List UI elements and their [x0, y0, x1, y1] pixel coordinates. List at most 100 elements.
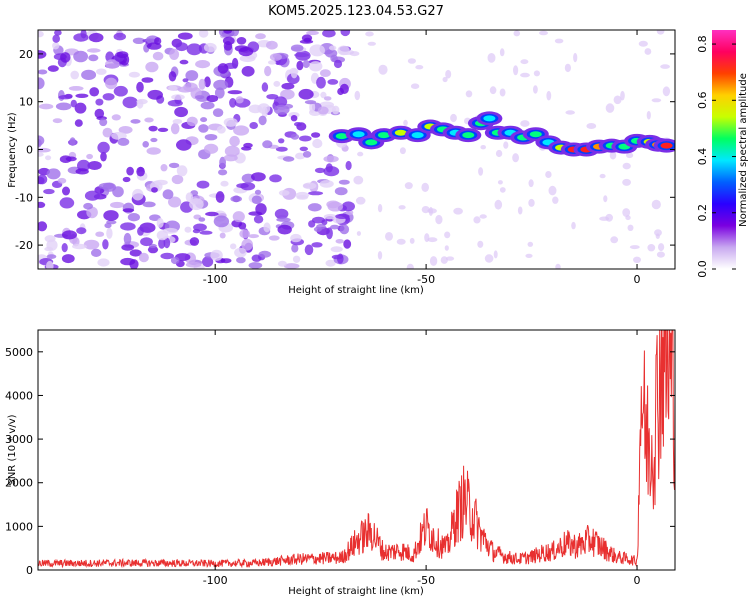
y-tick-label: -10 [15, 191, 33, 204]
noise-blob [337, 45, 350, 56]
noise-blob [98, 182, 115, 190]
noise-blob [465, 90, 473, 98]
noise-blob [341, 201, 355, 212]
noise-blob [43, 188, 55, 195]
noise-blob [316, 223, 326, 230]
noise-blob [564, 63, 572, 73]
noise-blob [150, 137, 158, 143]
noise-blob [396, 238, 406, 245]
noise-blob [527, 241, 534, 247]
noise-blob [248, 262, 263, 269]
noise-blob [206, 95, 219, 103]
noise-blob [316, 76, 326, 89]
noise-blob [266, 40, 278, 50]
noise-blob [658, 243, 665, 252]
noise-blob [147, 89, 163, 100]
noise-blob [204, 143, 219, 154]
y-tick-label: 0 [26, 144, 33, 157]
x-tick-label: -50 [417, 273, 435, 286]
noise-blob [230, 243, 237, 250]
noise-blob [214, 87, 225, 99]
noise-blob [170, 256, 180, 265]
signal-blob-core [377, 132, 390, 139]
noise-blob [198, 78, 206, 90]
noise-blob [478, 167, 484, 176]
noise-blob [262, 140, 273, 149]
noise-blob [320, 91, 327, 99]
noise-blob [235, 96, 244, 104]
noise-blob [249, 122, 258, 129]
noise-blob [660, 64, 670, 69]
noise-blob [277, 224, 292, 235]
noise-blob [142, 141, 149, 148]
noise-blob [273, 104, 290, 115]
noise-blob [217, 63, 229, 74]
noise-blob [339, 224, 350, 235]
noise-blob [156, 230, 169, 241]
noise-blob [603, 195, 608, 203]
noise-blob [38, 221, 48, 232]
noise-blob [195, 95, 205, 100]
noise-blob [295, 152, 306, 160]
noise-blob [605, 213, 613, 222]
noise-blob [172, 119, 183, 124]
noise-blob [116, 51, 129, 59]
noise-blob [198, 217, 206, 222]
noise-blob [220, 258, 232, 264]
noise-blob [136, 166, 145, 177]
noise-blob [160, 164, 168, 172]
noise-blob [104, 222, 112, 229]
noise-blob [94, 108, 105, 119]
y-tick-label: 2000 [5, 477, 33, 490]
noise-blob [273, 80, 281, 87]
snr-frame [37, 329, 676, 571]
noise-blob [311, 242, 323, 248]
noise-blob [127, 213, 140, 222]
noise-blob [198, 124, 209, 133]
noise-blob [520, 59, 529, 65]
noise-blob [215, 191, 225, 203]
noise-blob [105, 59, 120, 69]
noise-blob [46, 260, 54, 269]
noise-blob [168, 196, 182, 208]
noise-blob [484, 254, 494, 263]
noise-blob [236, 37, 247, 45]
snr-y-ticks: 0 1000 2000 3000 4000 5000 [5, 346, 675, 577]
noise-blob [335, 239, 344, 244]
noise-blob [304, 244, 314, 256]
noise-blob [168, 162, 180, 169]
noise-blob [151, 187, 158, 193]
noise-blob [444, 245, 449, 251]
noise-blob [317, 106, 329, 115]
noise-blob [52, 118, 63, 124]
noise-blob [38, 103, 54, 110]
noise-blob [88, 54, 99, 62]
noise-blob [117, 137, 130, 146]
noise-blob [148, 125, 158, 132]
noise-blob [160, 252, 174, 260]
noise-blob [74, 102, 87, 114]
signal-blob-core [335, 133, 348, 140]
noise-blob [290, 68, 298, 79]
noise-blob [620, 90, 625, 101]
noise-blob [86, 153, 93, 160]
colorbar-tick-label: 0.6 [696, 92, 709, 110]
noise-blob [480, 145, 487, 150]
noise-blob [142, 201, 156, 208]
signal-blob-core [462, 132, 475, 139]
noise-blob [219, 232, 226, 239]
noise-blob [499, 187, 506, 193]
noise-blob [138, 252, 149, 263]
noise-blob [334, 187, 348, 196]
noise-blob [528, 198, 535, 207]
noise-blob [291, 244, 299, 253]
signal-blob-core [660, 142, 673, 149]
noise-blob [323, 96, 332, 101]
noise-blob [605, 103, 615, 113]
noise-blob [202, 256, 214, 268]
noise-blob [403, 119, 408, 127]
noise-blob [263, 222, 271, 233]
noise-blob [651, 98, 662, 103]
noise-blob [123, 232, 132, 245]
noise-blob [219, 156, 227, 169]
